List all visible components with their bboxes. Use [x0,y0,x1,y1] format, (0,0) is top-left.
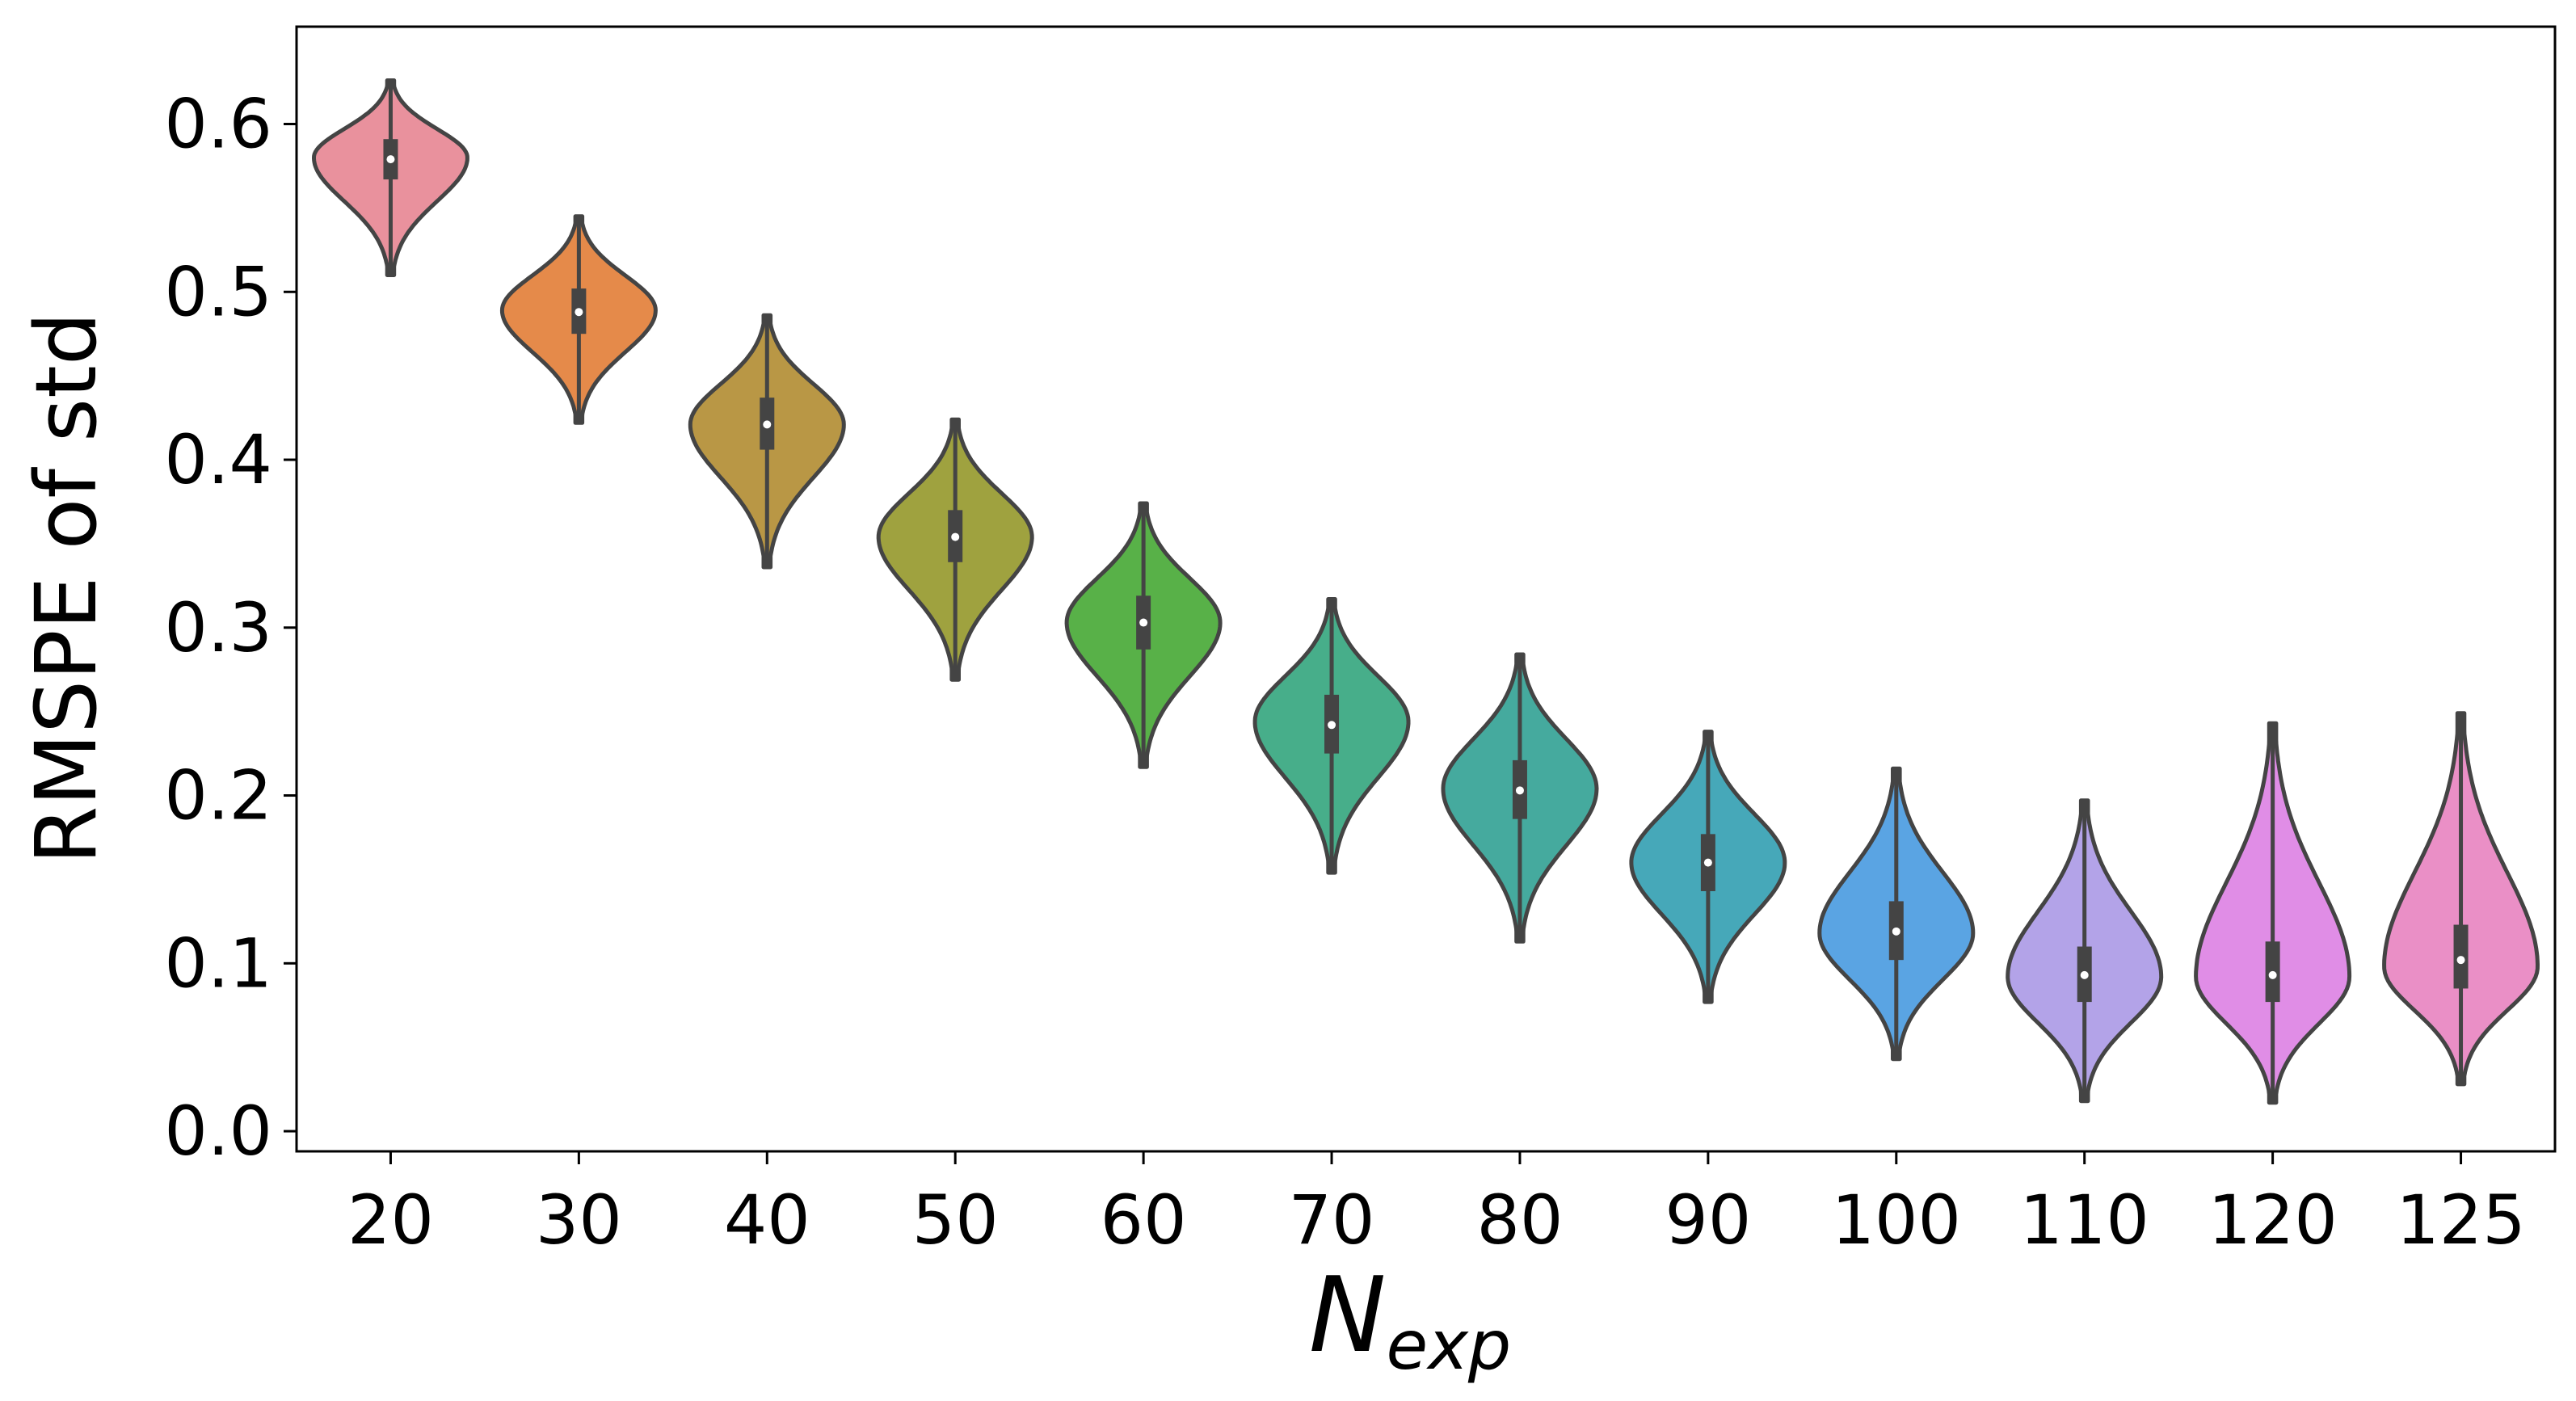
violin-125 [2382,711,2540,1087]
violin-median-dot [1892,927,1900,936]
violin-median-dot [1328,721,1336,730]
x-tick-label: 30 [536,1180,622,1260]
violin-70 [1252,597,1411,875]
violin-30 [499,214,658,425]
violin-median-dot [2456,956,2465,965]
ticks-layer: 0.0 0.1 0.2 0.3 0.4 0.5 0.6 20 30 40 50 60 70 80 90 100… [164,85,2525,1260]
violin-100 [1817,766,1976,1062]
x-tick-label: 110 [2020,1180,2149,1260]
y-tick-label: 0.5 [164,252,272,331]
x-tick-label: 20 [347,1180,434,1260]
violin-median-dot [763,420,772,429]
violin-80 [1441,652,1599,944]
x-tick-label: 120 [2208,1180,2337,1260]
x-axis-label-subscript: exp [1387,1306,1512,1385]
x-axis-label-main: N [1309,1256,1387,1376]
x-tick-label: 80 [1477,1180,1564,1260]
x-tick-label: 40 [724,1180,810,1260]
violin-120 [2194,721,2352,1105]
violins-layer [312,78,2540,1105]
x-tick-label: 100 [1832,1180,1961,1260]
violin-median-dot [386,155,395,164]
violin-median-dot [951,532,960,541]
violin-20 [312,78,469,277]
x-axis-label: Nexp [1309,1256,1511,1385]
y-axis-label: RMSPE of std [17,312,116,865]
y-tick-label: 0.6 [164,85,272,164]
y-tick-label: 0.1 [164,923,272,1003]
violin-median-dot [2268,970,2277,979]
x-tick-label: 125 [2396,1180,2525,1260]
x-tick-label: 70 [1289,1180,1375,1260]
y-tick-label: 0.2 [164,756,272,835]
violin-median-dot [1515,786,1524,795]
violin-50 [876,417,1034,682]
violin-median-dot [1703,858,1712,867]
y-tick-label: 0.0 [164,1092,272,1171]
x-tick-label: 60 [1101,1180,1187,1260]
violin-60 [1064,501,1223,769]
y-tick-label: 0.3 [164,588,272,667]
violin-90 [1629,730,1787,1004]
violin-110 [2006,798,2164,1104]
violin-40 [688,313,846,570]
violin-median-dot [2080,970,2089,979]
violin-median-dot [1139,618,1148,627]
x-tick-label: 50 [912,1180,999,1260]
x-tick-label: 90 [1665,1180,1751,1260]
y-tick-label: 0.4 [164,420,272,499]
axes-frame [295,25,2557,1153]
violin-median-dot [575,308,583,317]
